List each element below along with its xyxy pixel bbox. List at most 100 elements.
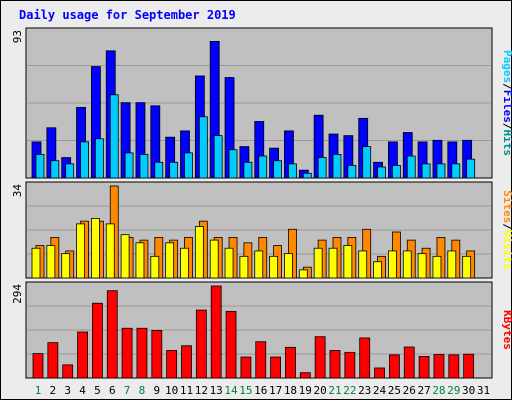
- x-tick-label-day-27: 27: [417, 384, 430, 397]
- x-tick-label-day-24: 24: [373, 384, 387, 397]
- bar-visits-day-2: [46, 245, 56, 279]
- bar-visits-day-7: [120, 234, 130, 279]
- x-tick-label-day-29: 29: [447, 384, 460, 397]
- bar-visits-day-13: [209, 239, 219, 279]
- legend-pages-files-hits-part: Pages: [501, 50, 512, 83]
- legend-sites-visits: Sites/Visits: [501, 190, 512, 270]
- legend-kbytes: KBytes: [501, 310, 512, 350]
- x-tick-label-day-6: 6: [109, 384, 116, 397]
- x-tick-label-day-18: 18: [284, 384, 297, 397]
- bar-files-day-30: [466, 158, 476, 179]
- legend-sites-visits-part: Visits: [501, 230, 512, 270]
- bar-kbytes-day-8: [136, 327, 148, 379]
- bar-visits-day-23: [358, 250, 368, 279]
- x-tick-label-day-31: 31: [477, 384, 490, 397]
- x-tick-label-day-15: 15: [239, 384, 252, 397]
- bar-visits-day-15: [239, 255, 249, 279]
- x-tick-label-day-20: 20: [314, 384, 327, 397]
- bar-visits-day-17: [269, 255, 279, 279]
- bar-kbytes-day-10: [166, 350, 178, 379]
- x-tick-label-day-26: 26: [403, 384, 416, 397]
- bar-kbytes-day-14: [225, 310, 237, 379]
- bar-kbytes-day-19: [299, 372, 311, 379]
- bar-files-day-23: [362, 146, 372, 179]
- x-tick-label-day-17: 17: [269, 384, 282, 397]
- x-tick-label-day-22: 22: [343, 384, 356, 397]
- bar-visits-day-28: [432, 255, 442, 279]
- bar-files-day-27: [421, 163, 431, 179]
- x-tick-label-day-2: 2: [50, 384, 57, 397]
- bar-files-day-24: [377, 166, 386, 179]
- bar-files-day-14: [228, 149, 238, 179]
- bar-kbytes-day-29: [448, 354, 460, 379]
- bar-kbytes-day-30: [463, 353, 475, 379]
- legend-sites-visits-part: /: [501, 223, 512, 230]
- bar-kbytes-day-23: [359, 337, 371, 379]
- bar-files-day-29: [451, 163, 461, 179]
- bar-files-day-8: [139, 154, 149, 179]
- bar-visits-day-6: [105, 223, 115, 279]
- bar-visits-day-29: [447, 250, 457, 279]
- bar-files-day-6: [109, 94, 119, 179]
- bar-files-day-20: [317, 157, 327, 179]
- bar-kbytes-day-12: [195, 309, 207, 379]
- bar-files-day-21: [332, 154, 342, 179]
- bar-files-day-9: [154, 161, 164, 179]
- x-tick-label-day-16: 16: [254, 384, 267, 397]
- x-tick-label-day-14: 14: [224, 384, 238, 397]
- bar-files-day-25: [391, 165, 401, 179]
- bar-visits-day-26: [402, 250, 412, 279]
- x-tick-label-day-25: 25: [388, 384, 401, 397]
- bar-kbytes-day-13: [210, 285, 222, 379]
- x-tick-label-day-7: 7: [124, 384, 131, 397]
- bar-kbytes-day-4: [77, 331, 88, 379]
- bar-kbytes-day-1: [32, 353, 44, 379]
- legend-pages-files-hits: Pages/Files/Hits: [501, 50, 512, 156]
- legend-pages-files-hits-part: /: [501, 83, 512, 90]
- bar-visits-day-8: [135, 242, 145, 279]
- bar-kbytes-day-16: [255, 341, 267, 379]
- bar-kbytes-day-17: [270, 356, 282, 379]
- bar-files-day-3: [65, 163, 75, 179]
- bar-kbytes-day-6: [106, 290, 118, 379]
- legend-pages-files-hits-part: Files: [501, 90, 512, 123]
- x-tick-label-day-3: 3: [64, 384, 71, 397]
- bar-kbytes-day-15: [240, 356, 252, 379]
- bar-visits-day-4: [76, 223, 85, 279]
- bar-files-day-17: [273, 160, 283, 179]
- bar-visits-day-22: [343, 245, 353, 279]
- bar-kbytes-day-24: [374, 367, 385, 379]
- bar-visits-day-9: [150, 255, 160, 279]
- bar-visits-day-11: [180, 247, 189, 279]
- bar-files-day-5: [95, 138, 104, 179]
- x-tick-label-day-1: 1: [35, 384, 42, 397]
- legend-kbytes-part: KBytes: [501, 310, 512, 350]
- x-tick-label-day-4: 4: [79, 384, 86, 397]
- bar-files-day-4: [80, 141, 89, 179]
- bar-kbytes-day-18: [285, 346, 296, 379]
- bar-visits-day-1: [31, 247, 41, 279]
- x-tick-label-day-28: 28: [432, 384, 445, 397]
- legend-pages-files-hits-part: /: [501, 123, 512, 130]
- bar-files-day-1: [35, 154, 45, 179]
- bar-visits-day-30: [462, 255, 472, 279]
- bar-files-day-26: [406, 155, 416, 179]
- bar-kbytes-day-28: [433, 354, 445, 379]
- bar-visits-day-20: [313, 247, 323, 279]
- x-tick-label-day-11: 11: [180, 384, 193, 397]
- bar-files-day-16: [258, 155, 268, 179]
- bar-kbytes-day-11: [181, 345, 192, 379]
- bar-kbytes-day-2: [47, 342, 59, 379]
- bar-visits-day-16: [254, 250, 264, 279]
- bar-kbytes-day-20: [314, 336, 326, 379]
- bar-files-day-13: [213, 135, 223, 179]
- bar-files-day-28: [436, 163, 446, 179]
- bar-visits-day-3: [61, 253, 71, 279]
- bar-kbytes-day-9: [151, 330, 163, 379]
- bar-files-day-7: [124, 152, 134, 179]
- bar-files-day-12: [198, 116, 208, 179]
- bar-kbytes-day-7: [121, 327, 133, 379]
- legend-sites-visits-part: Sites: [501, 190, 512, 223]
